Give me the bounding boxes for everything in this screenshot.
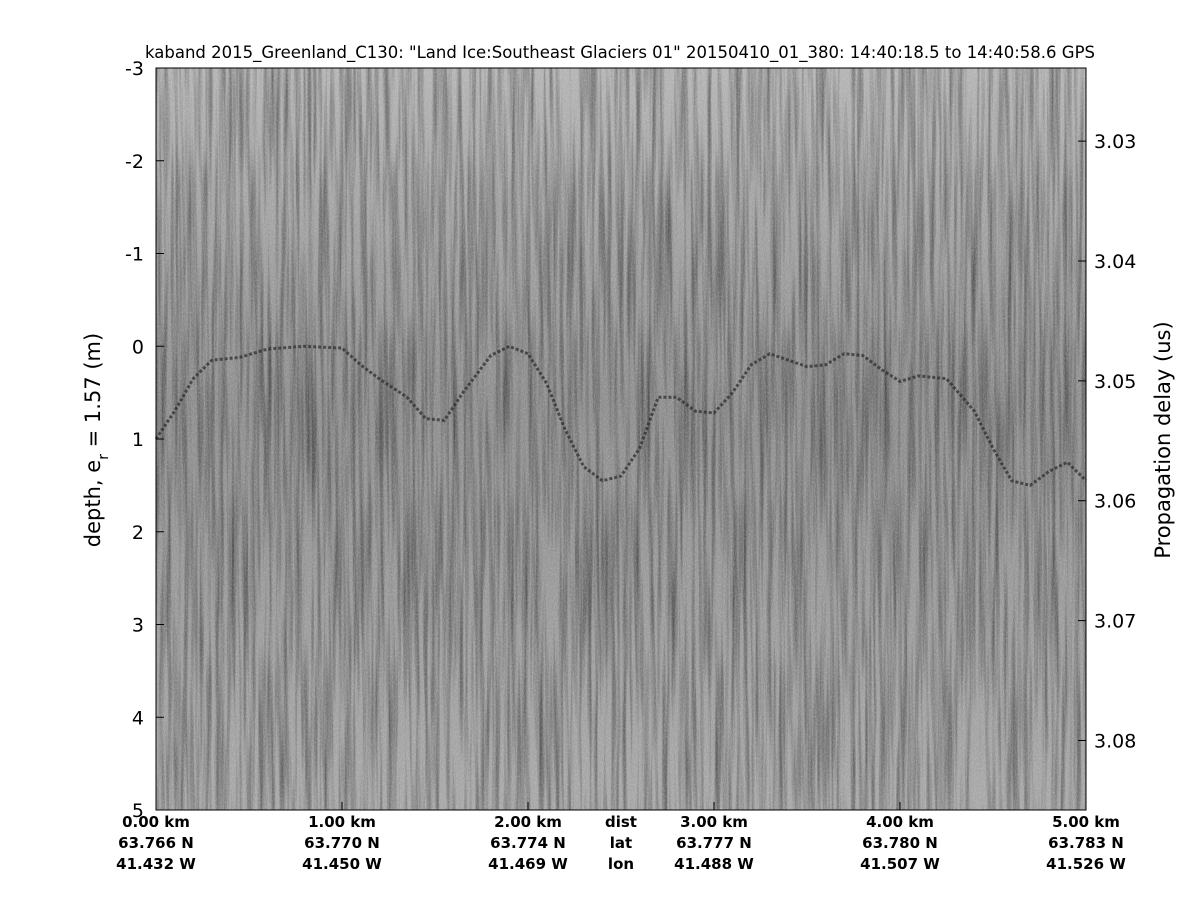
y-tick-label: 3 [132, 615, 144, 637]
y-tick-label: -3 [125, 58, 144, 80]
y-tick-label: 2 [132, 522, 144, 544]
x-tick-lat: 63.766 N [118, 834, 194, 852]
x-tick-lon: 41.526 W [1046, 855, 1126, 873]
echogram-image [156, 68, 1086, 810]
y-label-part: depth, e [81, 460, 105, 547]
y2-tick-label: 3.04 [1094, 251, 1136, 273]
y2-tick-label: 3.03 [1094, 131, 1136, 153]
x-tick-lat: 63.777 N [676, 834, 752, 852]
x-tick-lon: 41.432 W [116, 855, 196, 873]
y2-tick-label: 3.06 [1094, 491, 1136, 513]
y2-tick-label: 3.05 [1094, 371, 1136, 393]
x-tick-lat: 63.774 N [490, 834, 566, 852]
x-tick-label: 4.00 km [866, 813, 934, 831]
y2-tick-label: 3.07 [1094, 611, 1136, 633]
x-row-label: lon [608, 855, 634, 873]
x-tick-label: 3.00 km [680, 813, 748, 831]
x-row-label: lat [610, 834, 632, 852]
echogram-grain [156, 68, 1086, 810]
x-tick-lat: 63.770 N [304, 834, 380, 852]
x-row-label: dist [605, 813, 637, 831]
x-tick-lon: 41.450 W [302, 855, 382, 873]
x-tick-label: 5.00 km [1052, 813, 1120, 831]
x-tick-lon: 41.469 W [488, 855, 568, 873]
x-tick-label: 1.00 km [308, 813, 376, 831]
x-tick-label: 2.00 km [494, 813, 562, 831]
y-tick-label: 4 [132, 707, 144, 729]
surface-reflection [154, 344, 1088, 488]
y2-axis-label: Propagation delay (us) [1151, 321, 1175, 558]
y-tick-label: 0 [132, 336, 144, 358]
x-tick-lat: 63.780 N [862, 834, 938, 852]
x-tick-lon: 41.488 W [674, 855, 754, 873]
y-label-part: = 1.57 (m) [81, 333, 105, 454]
x-tick-lat: 63.783 N [1048, 834, 1124, 852]
y2-tick-label: 3.08 [1094, 730, 1136, 752]
y-tick-label: 1 [132, 429, 144, 451]
x-tick-lon: 41.507 W [860, 855, 940, 873]
x-tick-label: 0.00 km [122, 813, 190, 831]
y-tick-label: -2 [125, 151, 144, 173]
y-axis-label: depth, er = 1.57 (m) [81, 333, 112, 547]
y-tick-label: 5 [132, 800, 144, 822]
y-label-subscript: r [96, 454, 112, 460]
chart-title: kaband 2015_Greenland_C130: "Land Ice:So… [145, 43, 1095, 63]
y-tick-label: -1 [125, 244, 144, 266]
